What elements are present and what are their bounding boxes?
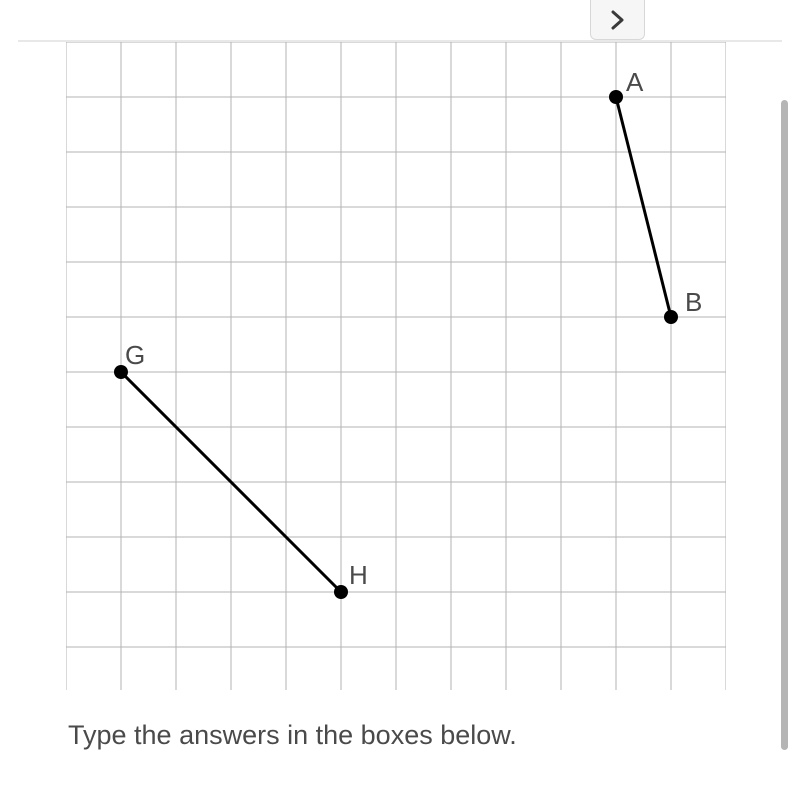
point-A	[609, 90, 623, 104]
point-B	[664, 310, 678, 324]
point-label-H: H	[349, 560, 368, 590]
next-button[interactable]	[590, 0, 645, 40]
point-H	[334, 585, 348, 599]
coordinate-grid: A B G H	[66, 42, 726, 690]
chevron-right-icon	[611, 10, 625, 30]
scroll-indicator[interactable]	[781, 100, 788, 750]
point-label-A: A	[626, 67, 644, 97]
point-label-B: B	[685, 287, 702, 317]
instruction-text: Type the answers in the boxes below.	[68, 720, 517, 751]
point-label-G: G	[125, 340, 145, 370]
